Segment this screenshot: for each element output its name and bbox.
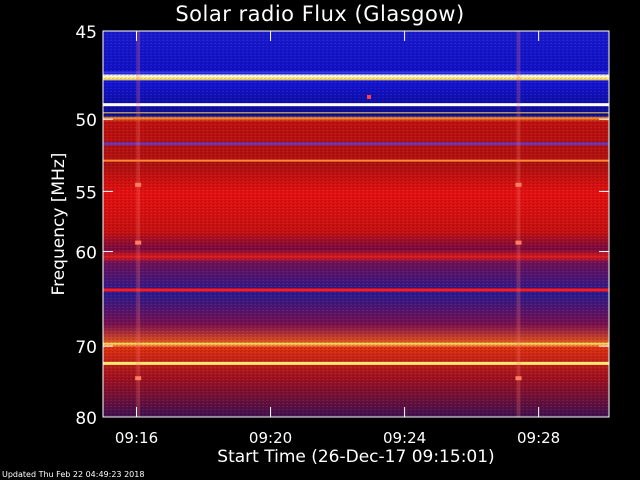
emission-line — [103, 103, 609, 107]
vertical-artifact — [516, 31, 521, 417]
emission-line — [103, 71, 609, 73]
x-axis-label: Start Time (26-Dec-17 09:15:01) — [217, 447, 494, 467]
artifact-spot — [135, 240, 142, 245]
artifact-spot — [515, 182, 522, 187]
noise-spot — [367, 95, 371, 99]
emission-line — [103, 159, 609, 162]
artifact-spot — [515, 376, 522, 381]
emission-line — [103, 112, 609, 114]
y-tick-label: 80 — [75, 409, 97, 429]
artifact-spot — [135, 376, 142, 381]
emission-line — [103, 142, 609, 145]
artifact-spot — [135, 182, 142, 187]
chart-title: Solar radio Flux (Glasgow) — [175, 2, 465, 26]
emission-line — [103, 288, 609, 292]
x-tick-label: 09:20 — [249, 429, 292, 447]
emission-line — [103, 361, 609, 365]
spectrogram-noise — [103, 31, 609, 417]
x-tick-label: 09:28 — [517, 429, 560, 447]
x-tick-label: 09:24 — [383, 429, 426, 447]
y-tick-label: 45 — [75, 23, 97, 43]
y-tick-label: 55 — [75, 183, 97, 203]
plot-frame — [102, 30, 610, 418]
vertical-artifact — [136, 31, 141, 417]
y-axis-label: Frequency [MHz] — [49, 153, 69, 296]
update-timestamp: Updated Thu Feb 22 04:49:23 2018 — [2, 470, 145, 479]
artifact-spot — [515, 240, 522, 245]
y-tick-label: 50 — [75, 111, 97, 131]
y-tick-label: 60 — [75, 244, 97, 264]
x-tick-label: 09:16 — [115, 429, 158, 447]
y-tick-label: 70 — [75, 338, 97, 358]
